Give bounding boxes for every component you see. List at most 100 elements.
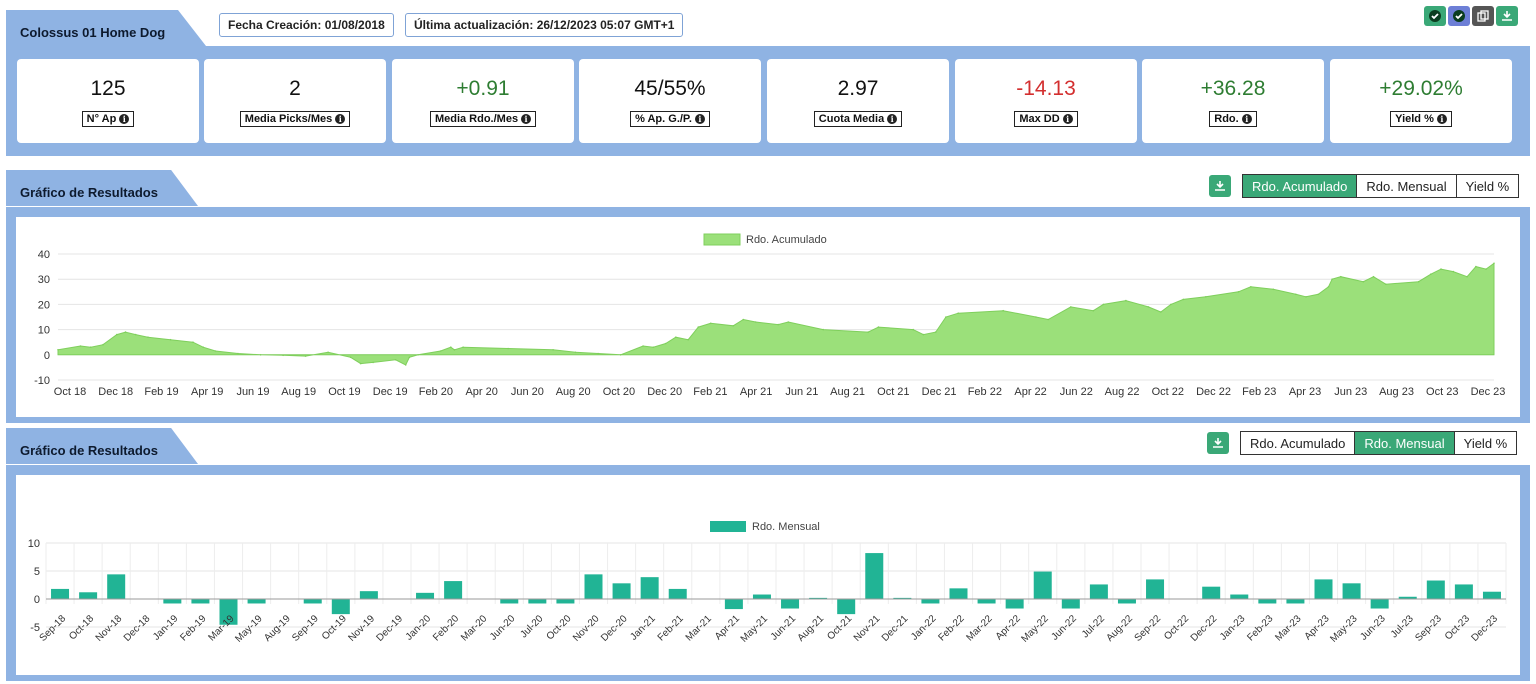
x-tick-label: Dec-21 [880,613,911,644]
download-icon[interactable] [1496,6,1518,26]
info-icon[interactable]: i [119,114,130,124]
x-tick-label: Jun 19 [236,386,269,398]
bar [977,599,996,604]
x-tick-label: Feb 21 [693,386,727,398]
data-point [1440,268,1442,270]
stat-label[interactable]: Yield % i [1390,111,1452,127]
bar [359,591,378,599]
info-icon[interactable]: i [521,114,532,124]
info-icon[interactable]: i [887,114,898,124]
data-point [687,338,689,341]
creation-date: Fecha Creación: 01/08/2018 [219,13,394,37]
x-tick-label: Oct 18 [54,386,86,398]
download-chart-2-button[interactable] [1207,432,1229,454]
strategy-title-tab: Colossus 01 Home Dog [6,10,206,46]
x-tick-label: Jun-23 [1358,613,1388,643]
chart-2-mode-toggle: Rdo. Acumulado Rdo. Mensual Yield % [1240,431,1518,455]
tab-yield[interactable]: Yield % [1453,432,1517,454]
bar [949,588,968,599]
chart-1-mode-toggle: Rdo. Acumulado Rdo. Mensual Yield % [1242,174,1520,198]
download-chart-1-button[interactable] [1209,175,1231,197]
data-point [116,333,118,336]
data-point [1102,303,1105,306]
data-point [202,346,204,348]
data-point [169,338,172,341]
stat-label[interactable]: % Ap. G./P. i [630,111,710,127]
data-point [1205,296,1207,298]
x-tick-label: Dec 21 [922,386,957,398]
download-icon [1215,181,1225,191]
info-icon[interactable]: i [1062,114,1073,124]
data-point [1317,293,1320,296]
data-point [327,351,329,354]
bar [163,599,182,604]
x-tick-label: May-22 [1019,613,1051,645]
y-tick-label: 5 [34,566,40,578]
tab-rdo-mensual[interactable]: Rdo. Mensual [1354,432,1454,454]
tab-rdo-acumulado[interactable]: Rdo. Acumulado [1243,175,1357,197]
tab-rdo-mensual[interactable]: Rdo. Mensual [1356,175,1456,197]
last-update: Última actualización: 26/12/2023 05:07 G… [405,13,684,37]
data-point [1237,291,1240,293]
bar [752,594,771,599]
stat-label-text: Yield % [1395,113,1434,125]
x-tick-label: Sep-18 [38,613,69,644]
data-point [408,356,411,359]
tab-yield[interactable]: Yield % [1455,175,1519,197]
bar [1117,599,1136,604]
stat-label[interactable]: Media Picks/Mes i [239,111,351,127]
info-icon[interactable]: i [694,114,705,124]
y-tick-label: 0 [34,594,40,606]
x-tick-label: Jan-22 [909,613,939,643]
x-tick-label: Nov-19 [346,613,377,644]
y-tick-label: -5 [30,622,40,634]
x-tick-label: Jun 23 [1334,386,1367,398]
data-point [462,346,464,348]
copy-icon[interactable] [1472,6,1494,26]
x-tick-label: Apr 21 [740,386,772,398]
data-point [912,328,914,331]
data-point [89,346,92,348]
bar [1033,571,1052,599]
bar [556,599,575,604]
data-point [574,351,577,354]
data-point [1035,316,1037,318]
info-icon[interactable]: i [335,114,346,124]
stat-label[interactable]: Cuota Media i [813,111,903,127]
bar [1258,599,1277,604]
x-tick-label: Dec 22 [1196,386,1231,398]
x-tick-label: Aug 19 [281,386,316,398]
x-tick-label: Jun-21 [769,613,799,643]
data-point [372,361,374,364]
stat-card-apuestas: 125 N° Ap i [17,59,199,143]
stat-label-text: Media Picks/Mes [244,113,333,125]
stat-card-media-rdo: +0.91 Media Rdo./Mes i [392,59,574,143]
info-icon[interactable]: i [1436,114,1447,124]
section-2-title: Gráfico de Resultados [20,442,158,458]
legend-swatch [703,233,741,246]
x-tick-label: Oct 22 [1152,386,1184,398]
bar [107,574,126,599]
stat-label[interactable]: N° Ap i [81,111,135,127]
data-point [349,356,352,359]
data-point [822,328,824,331]
bar [500,599,519,604]
x-tick-label: Aug-21 [796,613,827,644]
stat-label[interactable]: Media Rdo./Mes i [429,111,537,127]
x-tick-label: Apr-23 [1303,613,1332,642]
bar [584,574,603,599]
tab-rdo-acumulado[interactable]: Rdo. Acumulado [1241,432,1355,454]
stat-label[interactable]: Max DD i [1014,111,1078,127]
stat-label[interactable]: Rdo. i [1209,111,1257,127]
data-point [642,345,644,347]
x-tick-label: Feb-22 [936,613,966,643]
stat-value: -14.13 [1016,77,1076,100]
x-tick-label: Aug-19 [262,613,293,644]
info-icon[interactable]: i [1241,114,1252,124]
data-point [732,325,734,327]
check-icon[interactable] [1448,6,1470,26]
data-point [1385,283,1387,285]
check-icon[interactable] [1424,6,1446,26]
x-tick-label: Apr 20 [465,386,497,398]
chart-2-panel: -5 0 5 10 Sep-18 Oct-18 Nov-18 Dec-18 Jan-19 Feb-… [6,465,1530,681]
